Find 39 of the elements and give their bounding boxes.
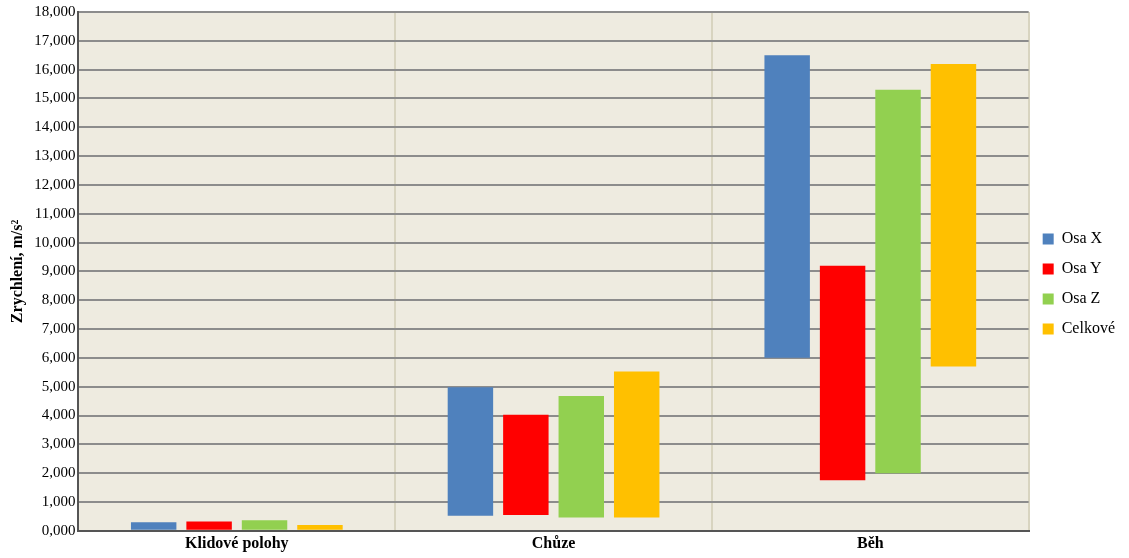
- y-tick-label: 1,000: [41, 492, 76, 509]
- x-tick-label: Klidové polohy: [185, 533, 289, 552]
- y-tick-label: 9,000: [41, 262, 76, 279]
- y-tick-label: 4,000: [41, 406, 76, 423]
- bar: [297, 525, 343, 530]
- y-tick-label: 12,000: [34, 175, 76, 192]
- y-tick-label: 14,000: [34, 118, 76, 135]
- bar: [447, 387, 494, 516]
- y-tick-label: 3,000: [41, 435, 76, 452]
- bar: [875, 89, 921, 474]
- y-tick-label: 13,000: [34, 147, 76, 164]
- y-tick-label: 6,000: [41, 348, 76, 365]
- bar: [764, 55, 810, 358]
- bar: [819, 265, 866, 481]
- legend-label: Osa X: [1061, 229, 1103, 247]
- y-tick-label: 0,000: [41, 521, 76, 538]
- y-tick-label: 7,000: [41, 319, 76, 336]
- y-tick-label: 5,000: [41, 377, 76, 394]
- bar: [930, 63, 977, 367]
- y-tick-label: 11,000: [34, 204, 76, 221]
- legend-label: Celkové: [1061, 319, 1116, 337]
- bar: [558, 395, 605, 518]
- bar: [503, 414, 549, 515]
- x-tick-label: Běh: [856, 533, 884, 551]
- y-tick-label: 10,000: [34, 233, 76, 250]
- y-tick-label: 2,000: [41, 464, 76, 481]
- y-tick-label: 16,000: [34, 60, 76, 77]
- x-tick-label: Chůze: [531, 533, 576, 551]
- bar: [241, 520, 288, 530]
- y-tick-label: 18,000: [34, 2, 76, 19]
- y-tick-label: 8,000: [41, 291, 76, 308]
- legend-label: Osa Z: [1061, 289, 1101, 307]
- y-tick-label: 17,000: [34, 31, 76, 48]
- y-axis-title: Zrychlení, m/s²: [7, 219, 26, 324]
- bar: [613, 371, 660, 518]
- bar: [186, 521, 232, 530]
- y-tick-label: 15,000: [34, 89, 76, 106]
- legend-label: Osa Y: [1061, 259, 1102, 277]
- bar: [130, 522, 177, 530]
